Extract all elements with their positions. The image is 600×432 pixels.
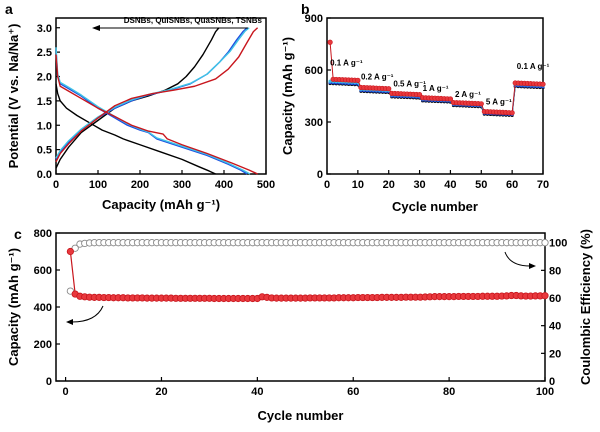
x-tick-label: 300 xyxy=(173,179,191,191)
y-tick-label: 1.0 xyxy=(37,120,52,132)
rate-label: 0.5 A g⁻¹ xyxy=(393,79,426,88)
capacity-axis-arrow-head xyxy=(66,319,73,325)
x-tick-label: 200 xyxy=(131,179,149,191)
y2-axis-label: Coulombic Efficiency (%) xyxy=(578,229,593,385)
y-tick-label: 2.5 xyxy=(37,47,52,59)
capacity-point xyxy=(541,292,549,300)
x-axis-label: Cycle number xyxy=(258,408,344,423)
efficiency-axis-arrow xyxy=(504,251,531,267)
x-tick-label: 400 xyxy=(215,179,233,191)
plot-frame xyxy=(55,232,546,382)
y-tick-label: 0 xyxy=(317,169,323,181)
x-tick-label: 0 xyxy=(63,386,69,398)
y-axis-label: Potential (V vs. Na/Na⁺) xyxy=(6,24,21,169)
legend-text: DSNBs, QuiSNBs, QuaSNBs, TSNBs xyxy=(124,16,263,25)
plot-frame xyxy=(326,17,544,175)
series-TSNBs-point xyxy=(540,81,546,87)
panel-c-cycling: 0 20 40 60 80 1000200400600800020406080100Cyc… xyxy=(6,228,593,423)
efficiency-point xyxy=(71,244,79,252)
x-tick-label: 60 xyxy=(347,386,359,398)
x-tick-label: 20 xyxy=(155,386,167,398)
series-QuiSNBs-discharge xyxy=(55,49,248,175)
capacity-point xyxy=(66,247,74,256)
y-tick-label: 0 xyxy=(46,376,52,388)
y-tick-label: 2.0 xyxy=(37,72,52,84)
series-TSNBs-point xyxy=(355,77,361,83)
capacity-line xyxy=(69,251,546,300)
plot-frame xyxy=(55,17,267,175)
capacity-axis-arrow xyxy=(71,305,104,323)
series-QuaSNBs-discharge xyxy=(55,47,251,175)
x-tick-label: 100 xyxy=(89,179,107,191)
series-TSNBs-point xyxy=(327,39,333,45)
x-tick-label: 100 xyxy=(536,386,554,398)
rate-label: 0.1 A g⁻¹ xyxy=(517,62,550,71)
rate-label: 0.1 A g⁻¹ xyxy=(330,59,363,68)
x-tick-label: 40 xyxy=(251,386,263,398)
series-TSNBs-point xyxy=(447,96,454,102)
series-TSNBs-discharge xyxy=(55,54,258,175)
panel-a-letter: a xyxy=(5,1,13,17)
rate-label: 5 A g⁻¹ xyxy=(486,98,512,107)
x-tick-label: 50 xyxy=(475,179,487,191)
series-DSNBs-discharge xyxy=(55,83,216,175)
rate-label: 1 A g⁻¹ xyxy=(423,84,449,93)
y-tick-label: 800 xyxy=(34,228,52,240)
x-axis-label: Capacity (mAh g⁻¹) xyxy=(102,197,220,212)
x-axis-label: Cycle number xyxy=(392,199,478,214)
y2-tick-label: 40 xyxy=(549,321,561,333)
efficiency-point xyxy=(541,239,549,247)
series-TSNBs-point xyxy=(478,101,484,107)
panel-b-rate-capability: 0 10 20 30 40 50 60 70 0 300 600 900 Cycle number Cap… xyxy=(280,13,550,214)
x-tick-label: 0 xyxy=(324,179,330,191)
y2-tick-label: 80 xyxy=(549,265,561,277)
efficiency-axis-arrow-head xyxy=(529,263,536,269)
series-TSNBs-point xyxy=(386,86,392,92)
x-tick-label: 80 xyxy=(443,386,455,398)
panel-a-voltage-profiles: 0 100 200 300 400 500 0.0 0.5 1.0 1.5 2.0 2.5 3.0 Cap… xyxy=(6,16,275,212)
series-QuaSNBs-charge xyxy=(55,27,250,159)
x-tick-label: 500 xyxy=(257,179,275,191)
y-tick-label: 0.0 xyxy=(37,169,52,181)
y-tick-label: 3.0 xyxy=(37,23,52,35)
y-tick-label: 400 xyxy=(34,302,52,314)
x-tick-label: 70 xyxy=(537,179,549,191)
panel-b-letter: b xyxy=(301,1,310,17)
y-tick-label: 300 xyxy=(305,117,323,129)
y-axis-label: Capacity (mAh g⁻¹) xyxy=(280,37,295,155)
y2-tick-label: 20 xyxy=(549,348,561,360)
x-tick-label: 40 xyxy=(444,179,456,191)
y-tick-label: 600 xyxy=(34,265,52,277)
x-tick-label: 0 xyxy=(53,179,59,191)
x-tick-label: 30 xyxy=(413,179,425,191)
y-tick-label: 600 xyxy=(305,65,323,77)
panel-c-letter: c xyxy=(14,226,22,242)
x-tick-label: 10 xyxy=(352,179,364,191)
series-TSNBs-point xyxy=(416,92,423,98)
y-tick-label: 900 xyxy=(305,13,323,25)
y-tick-label: 1.5 xyxy=(37,96,52,108)
y2-tick-label: 0 xyxy=(549,376,555,388)
y2-tick-label: 100 xyxy=(549,238,567,250)
x-tick-label: 60 xyxy=(506,179,518,191)
y-tick-label: 0.5 xyxy=(37,145,52,157)
rate-label: 0.2 A g⁻¹ xyxy=(361,73,394,82)
series-TSNBs-charge xyxy=(55,27,259,163)
series-TSNBs-point xyxy=(509,110,515,116)
y-tick-label: 200 xyxy=(34,339,52,351)
y-axis-label: Capacity (mAh g⁻¹) xyxy=(6,248,21,366)
legend-arrow-head xyxy=(92,25,100,31)
x-tick-label: 20 xyxy=(383,179,395,191)
rate-label: 2 A g⁻¹ xyxy=(455,90,481,99)
y2-tick-label: 60 xyxy=(549,293,561,305)
